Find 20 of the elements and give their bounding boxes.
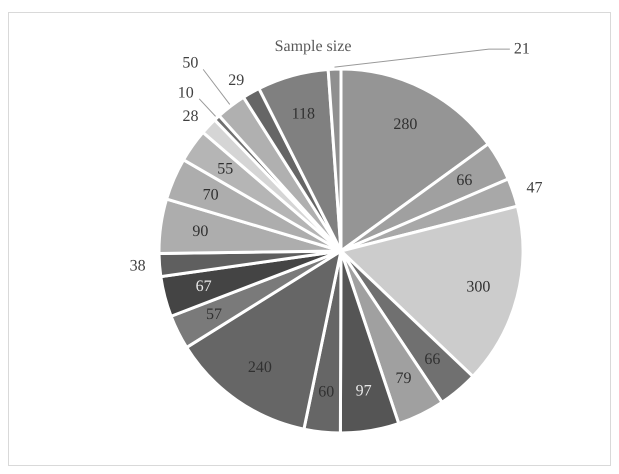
data-label: 90 [192, 222, 208, 240]
chart-title: Sample size [274, 38, 352, 55]
data-label: 10 [178, 84, 194, 102]
data-label: 50 [182, 54, 198, 72]
data-label: 66 [456, 172, 472, 190]
data-label: 21 [514, 40, 530, 58]
data-label: 47 [526, 179, 543, 196]
data-label: 70 [202, 186, 219, 204]
data-label: 79 [395, 370, 412, 387]
data-label: 97 [356, 382, 372, 400]
data-label: 280 [393, 116, 418, 133]
data-label: 67 [196, 278, 212, 296]
data-label: 55 [217, 160, 234, 178]
data-label: 118 [292, 106, 315, 123]
data-label: 66 [424, 351, 440, 368]
data-label: 29 [228, 72, 244, 90]
data-label: 57 [206, 306, 222, 323]
data-label: 38 [130, 258, 146, 275]
data-label: 300 [466, 278, 490, 296]
data-label: 28 [182, 108, 198, 125]
